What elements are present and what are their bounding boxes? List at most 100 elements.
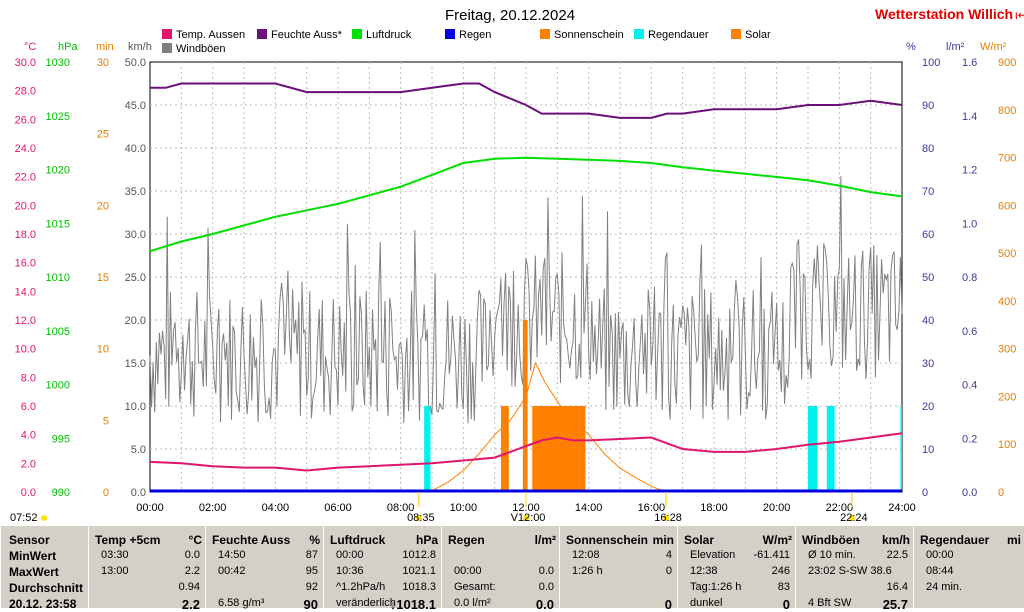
legend-label: Sonnenschein: [554, 29, 624, 41]
stats-value: 22.5: [886, 549, 908, 561]
stats-value: 16.4: [886, 581, 908, 593]
station-name: Wetterstation Willich: [875, 6, 1013, 22]
rain-duration-bar: [900, 406, 902, 492]
legend-label: Temp. Aussen: [176, 29, 245, 41]
stats-time: Ø 10 min.: [808, 549, 856, 561]
stats-unit: min: [652, 533, 674, 547]
row-label: MaxWert: [9, 565, 59, 579]
axis-unit-press: hPa: [58, 41, 78, 53]
axis-tick-wind: 30.0: [125, 229, 146, 241]
duration-blocks: [424, 320, 902, 492]
x-tick-label: 22:00: [826, 502, 854, 514]
axis-unit-rain: l/m²: [946, 41, 965, 53]
legend-swatch: [162, 29, 172, 39]
stats-unit: °C: [188, 533, 202, 547]
stats-value: -61.411: [753, 549, 791, 561]
axis-unit-hum: %: [906, 41, 916, 53]
stats-value: 25.7: [882, 597, 908, 612]
rain-duration-bar: [826, 406, 835, 492]
stats-column-press: Luftdruck hPa 00:00 1012.8 10:36 1021.1 ^1.2hP…: [323, 526, 442, 612]
axis-tick-wind: 45.0: [125, 100, 146, 112]
axis-tick-wind: 20.0: [125, 315, 146, 327]
axis-tick-temp: 28.0: [15, 86, 36, 98]
axis-tick-solar: 300: [998, 344, 1016, 356]
sun-icon: [663, 515, 670, 521]
row-label: 20.12. 23:58: [9, 597, 77, 611]
row-label: Sensor: [9, 533, 50, 547]
x-tick-label: 10:00: [450, 502, 478, 514]
axis-tick-wind: 10.0: [125, 401, 146, 413]
stats-time: 08:44: [926, 565, 954, 577]
legend-swatch: [731, 29, 741, 39]
axis-unit-solar: W/m²: [980, 41, 1007, 53]
time-markers: 07:52 08:35 V12:00 16:28 22:24: [10, 492, 868, 524]
solar-line: [418, 361, 667, 493]
statistics-table: Sensor MinWert MaxWert Durchschnitt 20.1…: [0, 526, 1024, 612]
stats-header: Temp +5cm: [95, 533, 161, 547]
stats-column-hum: Feuchte Auss% 14:50 87 00:42 95 92 6.58 g/m³ 90: [205, 526, 324, 612]
station-suffix: ι↵: [1015, 8, 1024, 22]
stats-value: 90: [303, 597, 318, 612]
axis-tick-dur: 0: [103, 487, 109, 499]
x-tick-label: 20:00: [763, 502, 791, 514]
stats-time: 4 Bft SW: [808, 597, 852, 609]
rain-duration-bar: [424, 406, 431, 492]
axis-tick-temp: 12.0: [15, 315, 36, 327]
rain-duration-bar: [808, 406, 818, 492]
time-marker-label: 07:52: [10, 512, 38, 524]
axis-tick-dur: 15: [97, 272, 109, 284]
stats-column-rdur: Regendauer mi 00:00 08:44 24 min.: [913, 526, 1024, 608]
chart-title: Freitag, 20.12.2024: [445, 7, 575, 24]
stats-value: 92: [305, 581, 318, 593]
sun-icon: [523, 515, 529, 521]
axis-tick-solar: 0: [998, 487, 1004, 499]
axis-tick-press: 1010: [46, 272, 70, 284]
time-marker-label: 16:28: [654, 512, 682, 524]
stats-time: 14:50: [218, 549, 246, 561]
legend: Temp. Aussen Feuchte Auss* Luftdruck Regen S…: [162, 29, 771, 55]
sunshine-bar: [532, 406, 586, 492]
stats-time: 12:38: [690, 565, 718, 577]
time-marker-label: 22:24: [840, 512, 868, 524]
legend-swatch: [352, 29, 362, 39]
axis-tick-hum: 20: [922, 401, 934, 413]
stats-header: Luftdruck: [330, 533, 386, 547]
stats-time: veränderlich: [336, 597, 396, 609]
axis-tick-hum: 70: [922, 186, 934, 198]
stats-time: 6.58 g/m³: [218, 597, 265, 609]
stats-value: 0.0: [538, 565, 554, 577]
axis-tick-dur: 10: [97, 344, 109, 356]
stats-time: 00:42: [218, 565, 246, 577]
stats-value: 0: [782, 597, 790, 612]
stats-time: 1:26 h: [572, 565, 603, 577]
stats-value: 1012.8: [402, 549, 436, 561]
axis-tick-wind: 5.0: [131, 444, 146, 456]
axis-tick-rain: 1.2: [962, 165, 977, 177]
stats-unit: mi: [1006, 533, 1021, 547]
axis-tick-temp: 2.0: [21, 458, 36, 470]
x-tick-label: 12:00: [512, 502, 540, 514]
axis-tick-temp: 22.0: [15, 172, 36, 184]
axis-tick-wind: 0.0: [131, 487, 146, 499]
axis-tick-dur: 20: [97, 200, 109, 212]
stats-value: 4: [665, 549, 672, 561]
axis-tick-press: 1005: [46, 326, 70, 338]
axis-tick-hum: 50: [922, 272, 934, 284]
stats-value: 0: [665, 565, 672, 577]
stats-time: 24 min.: [926, 581, 963, 593]
axis-tick-dur: 5: [103, 415, 109, 427]
legend-swatch: [257, 29, 267, 39]
x-tick-label: 04:00: [262, 502, 290, 514]
axis-unit-wind: km/h: [128, 41, 152, 53]
stats-column-solar: Solar W/m² Elevation -61.411 12:38 246 Tag:1:2…: [677, 526, 796, 612]
stats-time: Gesamt:: [454, 581, 496, 593]
sun-icon: [415, 515, 422, 521]
stats-time: dunkel: [690, 597, 723, 609]
axis-tick-rain: 0.0: [962, 487, 977, 499]
axis-tick-hum: 0: [922, 487, 928, 499]
stats-value: 0: [664, 597, 672, 612]
axis-tick-solar: 600: [998, 200, 1016, 212]
axis-tick-wind: 40.0: [125, 143, 146, 155]
row-label: Durchschnitt: [9, 581, 84, 595]
time-marker-label: 08:35: [407, 512, 435, 524]
